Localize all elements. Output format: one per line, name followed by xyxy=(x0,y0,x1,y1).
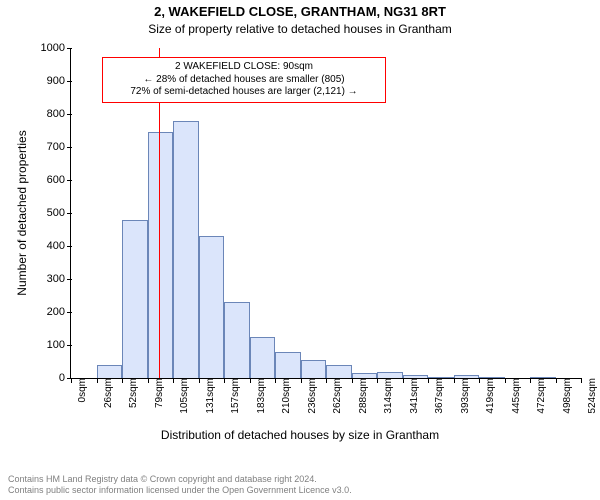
histogram-bar xyxy=(224,302,250,378)
annotation-line: 72% of semi-detached houses are larger (… xyxy=(109,86,379,99)
x-tick: 0sqm xyxy=(75,378,88,402)
footer: Contains HM Land Registry data © Crown c… xyxy=(8,474,352,497)
x-tick: 498sqm xyxy=(560,378,573,414)
x-tick: 419sqm xyxy=(483,378,496,414)
histogram-bar xyxy=(301,360,327,378)
x-tick: 288sqm xyxy=(356,378,369,414)
x-tick: 210sqm xyxy=(279,378,292,414)
annotation-box: 2 WAKEFIELD CLOSE: 90sqm ← 28% of detach… xyxy=(102,57,386,103)
footer-line: Contains public sector information licen… xyxy=(8,485,352,496)
x-tick: 52sqm xyxy=(126,378,139,408)
y-tick: 300 xyxy=(47,273,71,285)
page-subtitle: Size of property relative to detached ho… xyxy=(0,22,600,36)
histogram-bar xyxy=(326,365,352,378)
histogram-bar xyxy=(275,352,301,378)
x-tick: 314sqm xyxy=(381,378,394,414)
y-tick: 400 xyxy=(47,240,71,252)
x-tick: 472sqm xyxy=(534,378,547,414)
y-tick: 1000 xyxy=(41,42,71,54)
histogram-bar xyxy=(122,220,148,378)
x-tick: 157sqm xyxy=(228,378,241,414)
x-tick: 105sqm xyxy=(177,378,190,414)
x-tick: 393sqm xyxy=(458,378,471,414)
x-tick: 524sqm xyxy=(585,378,598,414)
histogram-bar xyxy=(199,236,225,378)
histogram-bar xyxy=(352,373,378,378)
y-tick: 700 xyxy=(47,141,71,153)
x-tick: 79sqm xyxy=(152,378,165,408)
y-tick: 600 xyxy=(47,174,71,186)
annotation-line: 2 WAKEFIELD CLOSE: 90sqm xyxy=(109,61,379,74)
histogram-bar xyxy=(148,132,174,378)
x-tick: 26sqm xyxy=(101,378,114,408)
chart-container: 2, WAKEFIELD CLOSE, GRANTHAM, NG31 8RT S… xyxy=(0,0,600,500)
histogram-bar xyxy=(428,377,454,378)
footer-line: Contains HM Land Registry data © Crown c… xyxy=(8,474,352,485)
y-axis-label: Number of detached properties xyxy=(15,130,29,295)
histogram-bar xyxy=(377,372,403,378)
page-title: 2, WAKEFIELD CLOSE, GRANTHAM, NG31 8RT xyxy=(0,4,600,19)
x-tick: 236sqm xyxy=(305,378,318,414)
histogram-bar xyxy=(97,365,123,378)
x-tick: 341sqm xyxy=(407,378,420,414)
y-tick: 100 xyxy=(47,339,71,351)
x-tick: 262sqm xyxy=(330,378,343,414)
x-tick: 131sqm xyxy=(203,378,216,414)
y-tick: 200 xyxy=(47,306,71,318)
histogram-bar xyxy=(250,337,276,378)
y-tick: 0 xyxy=(59,372,71,384)
x-tick: 183sqm xyxy=(254,378,267,414)
annotation-line: ← 28% of detached houses are smaller (80… xyxy=(109,74,379,87)
histogram-bar xyxy=(173,121,199,378)
histogram-bar xyxy=(479,377,505,378)
y-tick: 800 xyxy=(47,108,71,120)
x-tick: 367sqm xyxy=(432,378,445,414)
y-tick: 500 xyxy=(47,207,71,219)
y-tick: 900 xyxy=(47,75,71,87)
histogram-bar xyxy=(530,377,556,378)
x-axis-label: Distribution of detached houses by size … xyxy=(0,428,600,442)
histogram-bar xyxy=(454,375,480,378)
histogram-bar xyxy=(403,375,429,378)
x-tick: 445sqm xyxy=(509,378,522,414)
